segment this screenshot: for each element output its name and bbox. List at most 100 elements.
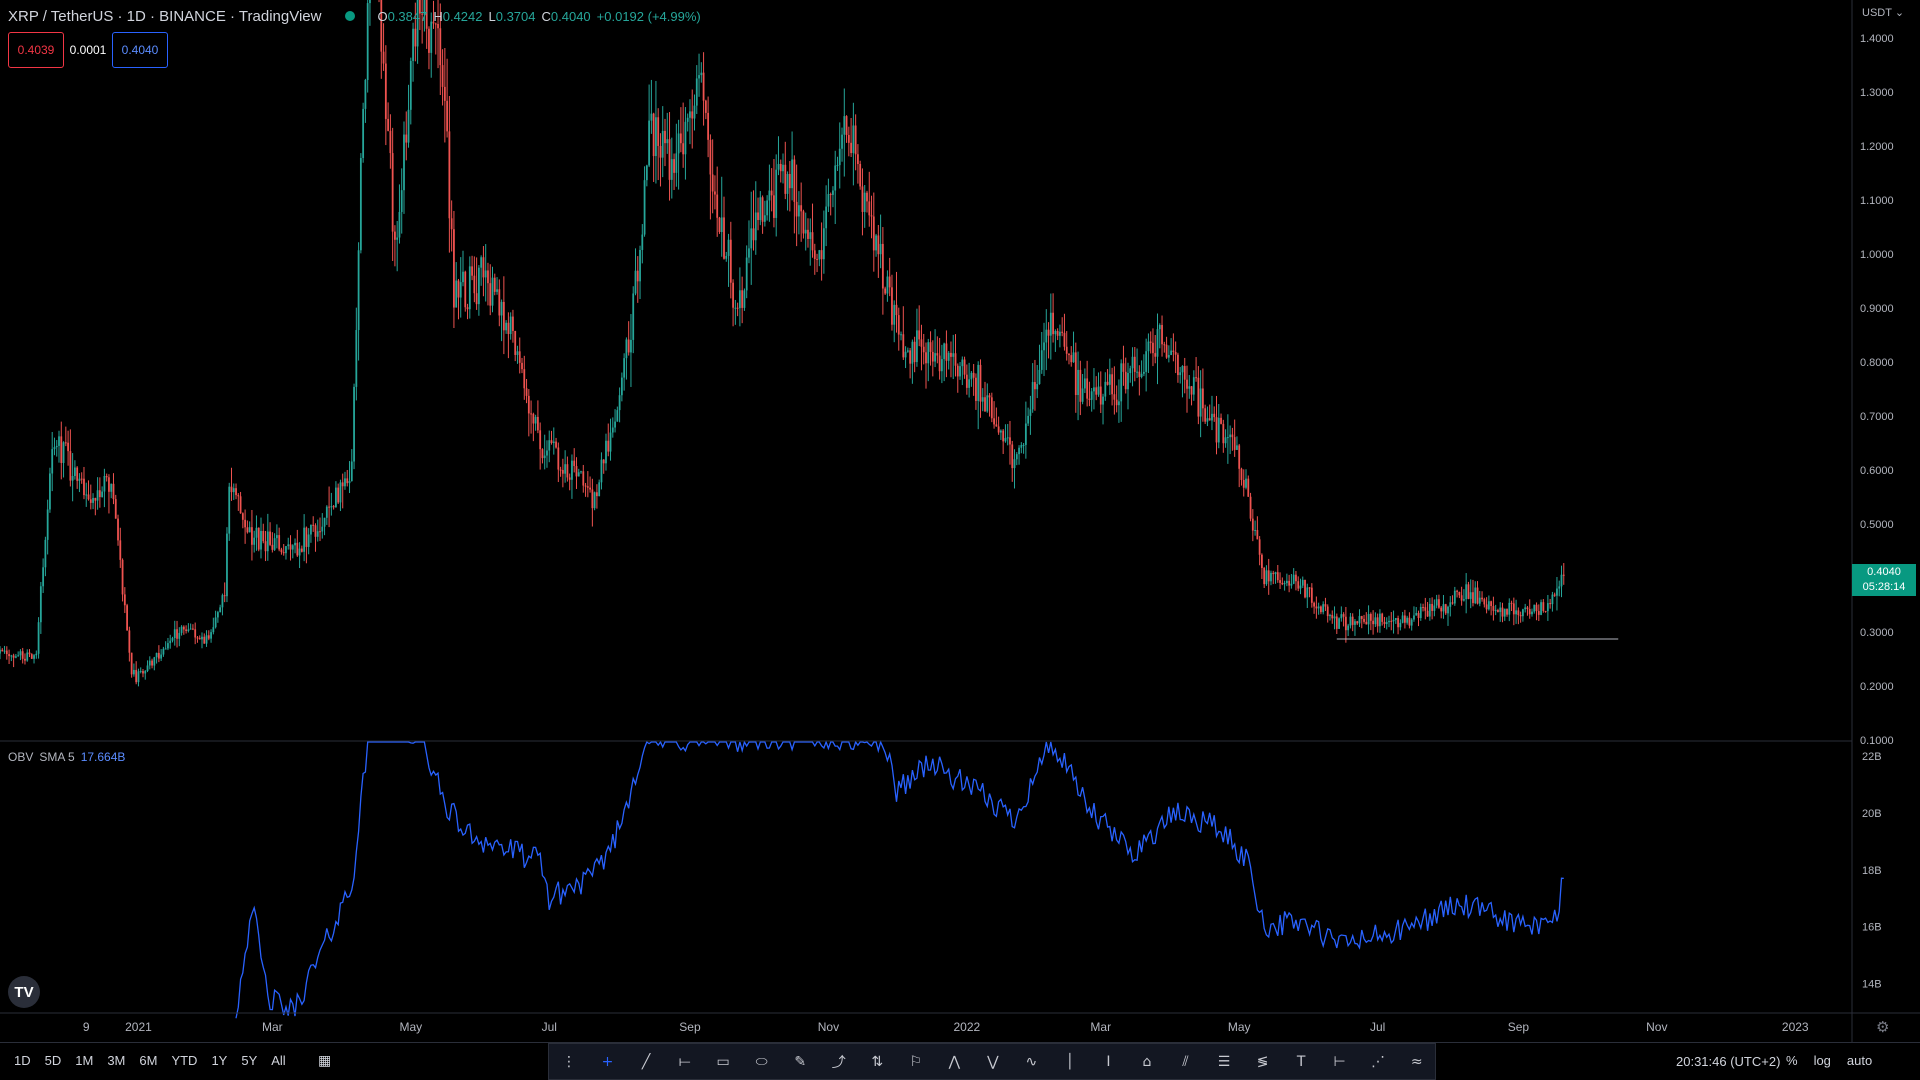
candle-body bbox=[546, 450, 548, 456]
grip-icon[interactable]: ⋮ bbox=[562, 1053, 576, 1070]
range-3m[interactable]: 3M bbox=[107, 1053, 126, 1068]
candle-body bbox=[566, 464, 569, 478]
brush-icon[interactable]: ✎ bbox=[794, 1053, 807, 1070]
text-cursor-icon[interactable]: I bbox=[1106, 1053, 1111, 1070]
candle-body bbox=[1265, 570, 1268, 585]
candle-body bbox=[634, 270, 637, 294]
calendar-compare-icon[interactable]: ▦ bbox=[318, 1052, 332, 1068]
candle-body bbox=[471, 266, 473, 276]
time-tick-label: 2021 bbox=[125, 1020, 152, 1034]
obv-legend[interactable]: OBV SMA 5 17.664B bbox=[8, 750, 125, 764]
candle-body bbox=[355, 330, 358, 387]
xabcd-pattern-icon[interactable]: ⋀ bbox=[948, 1053, 961, 1070]
buy-button[interactable]: 0.4040 bbox=[112, 32, 168, 68]
candle-body bbox=[1054, 330, 1057, 335]
candle-body bbox=[96, 490, 99, 501]
measure-icon[interactable]: ⊢ bbox=[1333, 1053, 1346, 1070]
price-chart[interactable]: 0.10000.20000.30000.40000.50000.60000.70… bbox=[0, 0, 1920, 1042]
candle-body bbox=[468, 266, 471, 310]
candle-body bbox=[1086, 378, 1089, 399]
log-scale-toggle[interactable]: log bbox=[1813, 1053, 1831, 1068]
auto-scale-toggle[interactable]: auto bbox=[1846, 1053, 1873, 1068]
range-1d[interactable]: 1D bbox=[14, 1053, 31, 1068]
last-price: 0.4040 bbox=[1867, 566, 1901, 578]
candle-body bbox=[407, 109, 410, 143]
sell-button[interactable]: 0.4039 bbox=[8, 32, 64, 68]
path-icon[interactable]: ⤴ bbox=[831, 1054, 846, 1071]
candle-body bbox=[684, 121, 687, 155]
candle-body bbox=[1381, 613, 1384, 622]
candle-body bbox=[657, 117, 660, 146]
long-position-icon[interactable]: ⇅ bbox=[871, 1053, 884, 1070]
candle-body bbox=[1403, 615, 1406, 623]
candle-body bbox=[906, 350, 909, 352]
candle-body bbox=[1397, 618, 1399, 628]
candle-body bbox=[78, 478, 81, 481]
candle-body bbox=[85, 494, 88, 496]
gann-fan-icon[interactable]: ⋰ bbox=[1371, 1053, 1386, 1070]
currency-selector[interactable]: USDT ⌄ bbox=[1862, 6, 1904, 19]
trend-line-icon[interactable]: ╱ bbox=[641, 1053, 651, 1070]
percent-scale-toggle[interactable]: % bbox=[1786, 1053, 1798, 1068]
tradingview-logo-icon[interactable]: TV bbox=[8, 976, 40, 1008]
range-6m[interactable]: 6M bbox=[139, 1053, 158, 1068]
candle-body bbox=[884, 288, 887, 294]
candle-body bbox=[618, 395, 621, 411]
candle-body bbox=[1474, 587, 1477, 604]
candle-body bbox=[1163, 344, 1166, 346]
candle-body bbox=[1224, 437, 1227, 444]
candle-body bbox=[414, 28, 417, 47]
elliott-wave-icon[interactable]: ∿ bbox=[1025, 1053, 1038, 1070]
wave-label-icon[interactable]: ≈ bbox=[1410, 1053, 1423, 1070]
callout-icon[interactable]: ⌂ bbox=[1142, 1053, 1152, 1070]
gear-icon[interactable]: ⚙ bbox=[1876, 1019, 1890, 1036]
candle-body bbox=[614, 421, 616, 428]
range-5d[interactable]: 5D bbox=[44, 1053, 62, 1068]
candle-body bbox=[382, 51, 385, 64]
time-tick-label: 9 bbox=[83, 1020, 90, 1034]
candle-body bbox=[1083, 378, 1086, 389]
range-1y[interactable]: 1Y bbox=[211, 1053, 228, 1068]
range-all[interactable]: All bbox=[271, 1053, 286, 1068]
ellipse-icon[interactable]: ⬭ bbox=[755, 1053, 768, 1070]
candle-body bbox=[1240, 468, 1243, 480]
candle-body bbox=[623, 358, 626, 378]
obv-label: OBV bbox=[8, 750, 34, 764]
flag-icon[interactable]: ⚐ bbox=[909, 1053, 923, 1070]
obv-line bbox=[235, 740, 1564, 1019]
range-5y[interactable]: 5Y bbox=[241, 1053, 258, 1068]
candle-body bbox=[123, 594, 126, 606]
candle-body bbox=[872, 216, 875, 251]
crosshair-icon[interactable]: + bbox=[601, 1053, 614, 1070]
candle-body bbox=[1254, 530, 1256, 532]
rectangle-icon[interactable]: ▭ bbox=[716, 1053, 730, 1070]
range-1m[interactable]: 1M bbox=[75, 1053, 94, 1068]
candle-body bbox=[655, 117, 657, 157]
abcd-pattern-icon[interactable]: ⋁ bbox=[987, 1053, 999, 1070]
price-tick-label: 0.8000 bbox=[1860, 357, 1894, 369]
fib-fan-icon[interactable]: ≶ bbox=[1256, 1053, 1269, 1070]
fib-retracement-icon[interactable]: ☰ bbox=[1217, 1053, 1231, 1070]
candle-body bbox=[732, 282, 734, 308]
candle-body bbox=[791, 159, 793, 189]
candle-body bbox=[348, 480, 351, 484]
horizontal-ray-icon[interactable]: ⟝ bbox=[678, 1053, 691, 1070]
candle-body bbox=[820, 250, 823, 260]
parallel-channel-icon[interactable]: ⫽ bbox=[1182, 1053, 1189, 1070]
candle-body bbox=[950, 352, 952, 357]
range-ytd[interactable]: YTD bbox=[171, 1053, 198, 1068]
candle-body bbox=[1506, 608, 1508, 615]
vertical-line-icon[interactable]: │ bbox=[1065, 1053, 1075, 1070]
candle-body bbox=[437, 23, 439, 29]
candle-body bbox=[1320, 606, 1322, 613]
text-icon[interactable]: T bbox=[1296, 1053, 1306, 1070]
candle-body bbox=[1052, 312, 1054, 335]
candle-body bbox=[854, 125, 857, 155]
candle-body bbox=[900, 334, 902, 336]
candle-body bbox=[239, 496, 242, 514]
change-value: +0.0192 (+4.99%) bbox=[596, 8, 701, 24]
obv-tick-label: 20B bbox=[1862, 808, 1882, 820]
symbol-title[interactable]: XRP / TetherUS · 1D · BINANCE · TradingV… bbox=[8, 7, 322, 25]
candle-body bbox=[1288, 580, 1291, 586]
candle-body bbox=[87, 494, 90, 500]
